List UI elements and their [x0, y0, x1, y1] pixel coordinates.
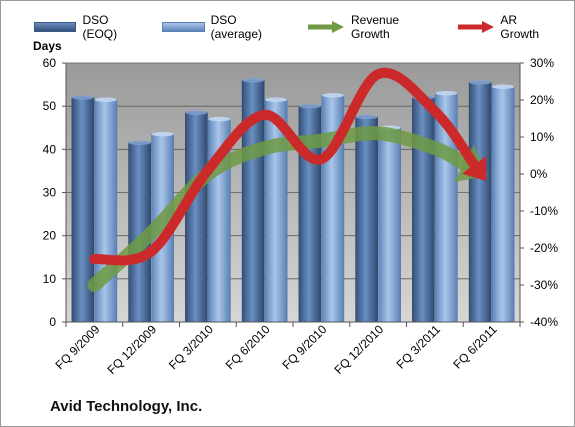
y-tick-label-right: -30%: [530, 278, 558, 292]
bar-cap-dso-average: [321, 93, 344, 98]
legend-swatch-dso-eoq: [34, 22, 77, 32]
bar-dso-average: [378, 127, 401, 323]
bar-cap-dso-eoq: [185, 110, 208, 115]
line-revenue-growth: [87, 126, 471, 292]
y-tick-label-left: 20: [43, 229, 57, 243]
legend-swatch-dso-average: [162, 22, 205, 32]
bar-cap-dso-eoq: [242, 78, 265, 83]
x-tick-label: FQ 6/2011: [450, 322, 500, 372]
y-tick-label-right: -10%: [530, 204, 558, 218]
x-tick-label: FQ 9/2009: [53, 322, 103, 372]
bar-dso-eoq: [185, 112, 208, 323]
y-tick-label-right: -40%: [530, 315, 558, 329]
y-tick-label-left: 60: [43, 56, 57, 70]
company-name: Avid Technology, Inc.: [50, 398, 203, 415]
legend-item-ar-growth: AR Growth: [456, 13, 557, 41]
y-tick-label-right: 20%: [530, 93, 554, 107]
x-tick-label: FQ 9/2010: [280, 322, 330, 372]
y-tick-label-right: 10%: [530, 130, 554, 144]
bar-cap-dso-eoq: [298, 103, 321, 109]
bar-cap-dso-average: [492, 84, 515, 89]
bar-cap-dso-eoq: [128, 140, 151, 146]
legend-label-revenue-growth: Revenue Growth: [351, 13, 400, 41]
y-tick-label-right: -20%: [530, 241, 558, 255]
bar-dso-eoq: [468, 82, 492, 323]
legend-label-ar-growth: AR Growth: [500, 13, 540, 41]
x-tick-label: FQ 3/2010: [166, 322, 216, 372]
bar-cap-dso-average: [208, 116, 231, 122]
y-tick-label-right: 0%: [530, 167, 548, 181]
y-tick-label-left: 0: [49, 315, 56, 329]
bar-cap-dso-eoq: [355, 114, 378, 120]
bar-cap-dso-average: [151, 132, 174, 137]
x-tick-label: FQ 3/2011: [394, 322, 444, 372]
y-tick-label-left: 40: [43, 142, 57, 156]
x-tick-label: FQ 12/2010: [332, 322, 387, 377]
legend-label-dso-eoq: DSO (EOQ): [82, 13, 118, 41]
bar-dso-eoq: [355, 116, 378, 323]
legend-label-dso-average: DSO (average): [210, 13, 262, 41]
legend-item-dso-eoq: DSO (EOQ): [34, 13, 144, 41]
bar-dso-eoq: [412, 97, 435, 323]
legend-arrow-revenue-growth: [308, 21, 345, 33]
y-tick-label-right: 30%: [530, 56, 554, 70]
bar-cap-dso-eoq: [469, 80, 492, 85]
legend-item-dso-average: DSO (average): [162, 13, 288, 41]
y-tick-label-left: 50: [43, 99, 57, 113]
x-tick-label: FQ 6/2010: [223, 322, 273, 372]
y-tick-label-left: 10: [43, 272, 57, 286]
bar-cap-dso-eoq: [71, 95, 94, 100]
bar-cap-dso-average: [435, 91, 458, 96]
arrowhead-ar-growth: [462, 155, 487, 181]
y-tick-label-left: 30: [43, 186, 57, 200]
y-axis-label-left: Days: [33, 39, 62, 53]
x-tick-label: FQ 12/2009: [105, 322, 160, 377]
legend-item-revenue-growth: Revenue Growth: [306, 13, 437, 41]
legend-arrow-ar-growth: [457, 21, 494, 33]
bar-cap-dso-average: [265, 97, 288, 102]
bar-cap-dso-average: [94, 97, 117, 102]
line-ar-growth: [89, 67, 480, 266]
chart-legend: DSO (EOQ) DSO (average) Revenue Growth A…: [34, 13, 575, 41]
bar-dso-average: [491, 86, 515, 323]
